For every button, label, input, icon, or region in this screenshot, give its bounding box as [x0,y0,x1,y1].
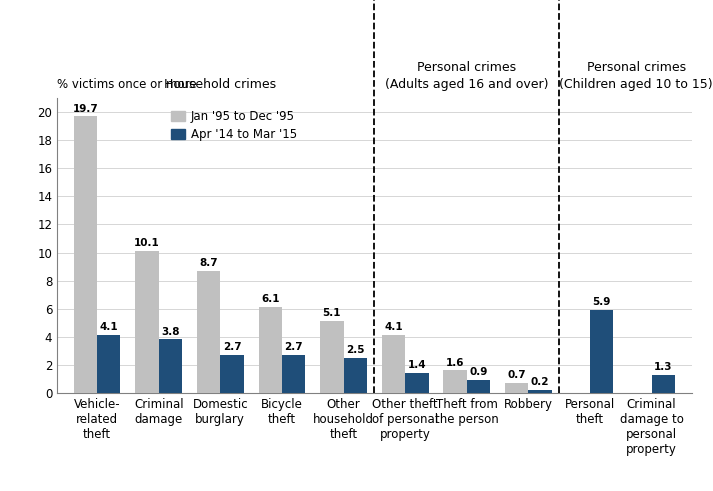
Text: Household crimes: Household crimes [164,78,277,91]
Text: 10.1: 10.1 [134,238,160,248]
Bar [197,271,220,393]
Bar [443,370,467,393]
Text: Personal crimes
(Adults aged 16 and over): Personal crimes (Adults aged 16 and over… [385,61,548,91]
Text: 0.2: 0.2 [530,377,549,387]
Bar [320,321,344,393]
Bar [344,358,367,393]
Text: 3.8: 3.8 [161,327,180,337]
Text: 0.7: 0.7 [508,370,526,380]
Text: 4.1: 4.1 [384,323,403,332]
Text: 8.7: 8.7 [200,258,218,268]
Text: 5.9: 5.9 [593,297,611,307]
Bar [159,339,182,393]
Bar [220,355,244,393]
Text: 2.7: 2.7 [284,342,303,352]
Text: Personal crimes
(Children aged 10 to 15): Personal crimes (Children aged 10 to 15) [560,61,713,91]
Text: 2.7: 2.7 [222,342,241,352]
Bar [73,116,97,393]
Text: 4.1: 4.1 [100,323,118,332]
Text: 6.1: 6.1 [261,295,279,304]
Bar [381,335,405,393]
Text: 5.1: 5.1 [322,308,341,319]
Text: 0.9: 0.9 [469,367,488,378]
Bar [505,383,528,393]
Bar [405,373,429,393]
Text: 2.5: 2.5 [346,345,364,355]
Bar [528,390,552,393]
Bar [590,310,613,393]
Text: 19.7: 19.7 [73,104,98,113]
Bar [652,375,675,393]
Text: 1.6: 1.6 [446,357,464,368]
Text: 1.3: 1.3 [654,362,672,372]
Bar [135,251,159,393]
Bar [282,355,305,393]
Bar [97,335,120,393]
Legend: Jan '95 to Dec '95, Apr '14 to Mar '15: Jan '95 to Dec '95, Apr '14 to Mar '15 [171,110,297,141]
Bar [467,380,490,393]
Text: 1.4: 1.4 [408,360,426,370]
Bar [259,307,282,393]
Text: % victims once or more: % victims once or more [57,78,197,91]
